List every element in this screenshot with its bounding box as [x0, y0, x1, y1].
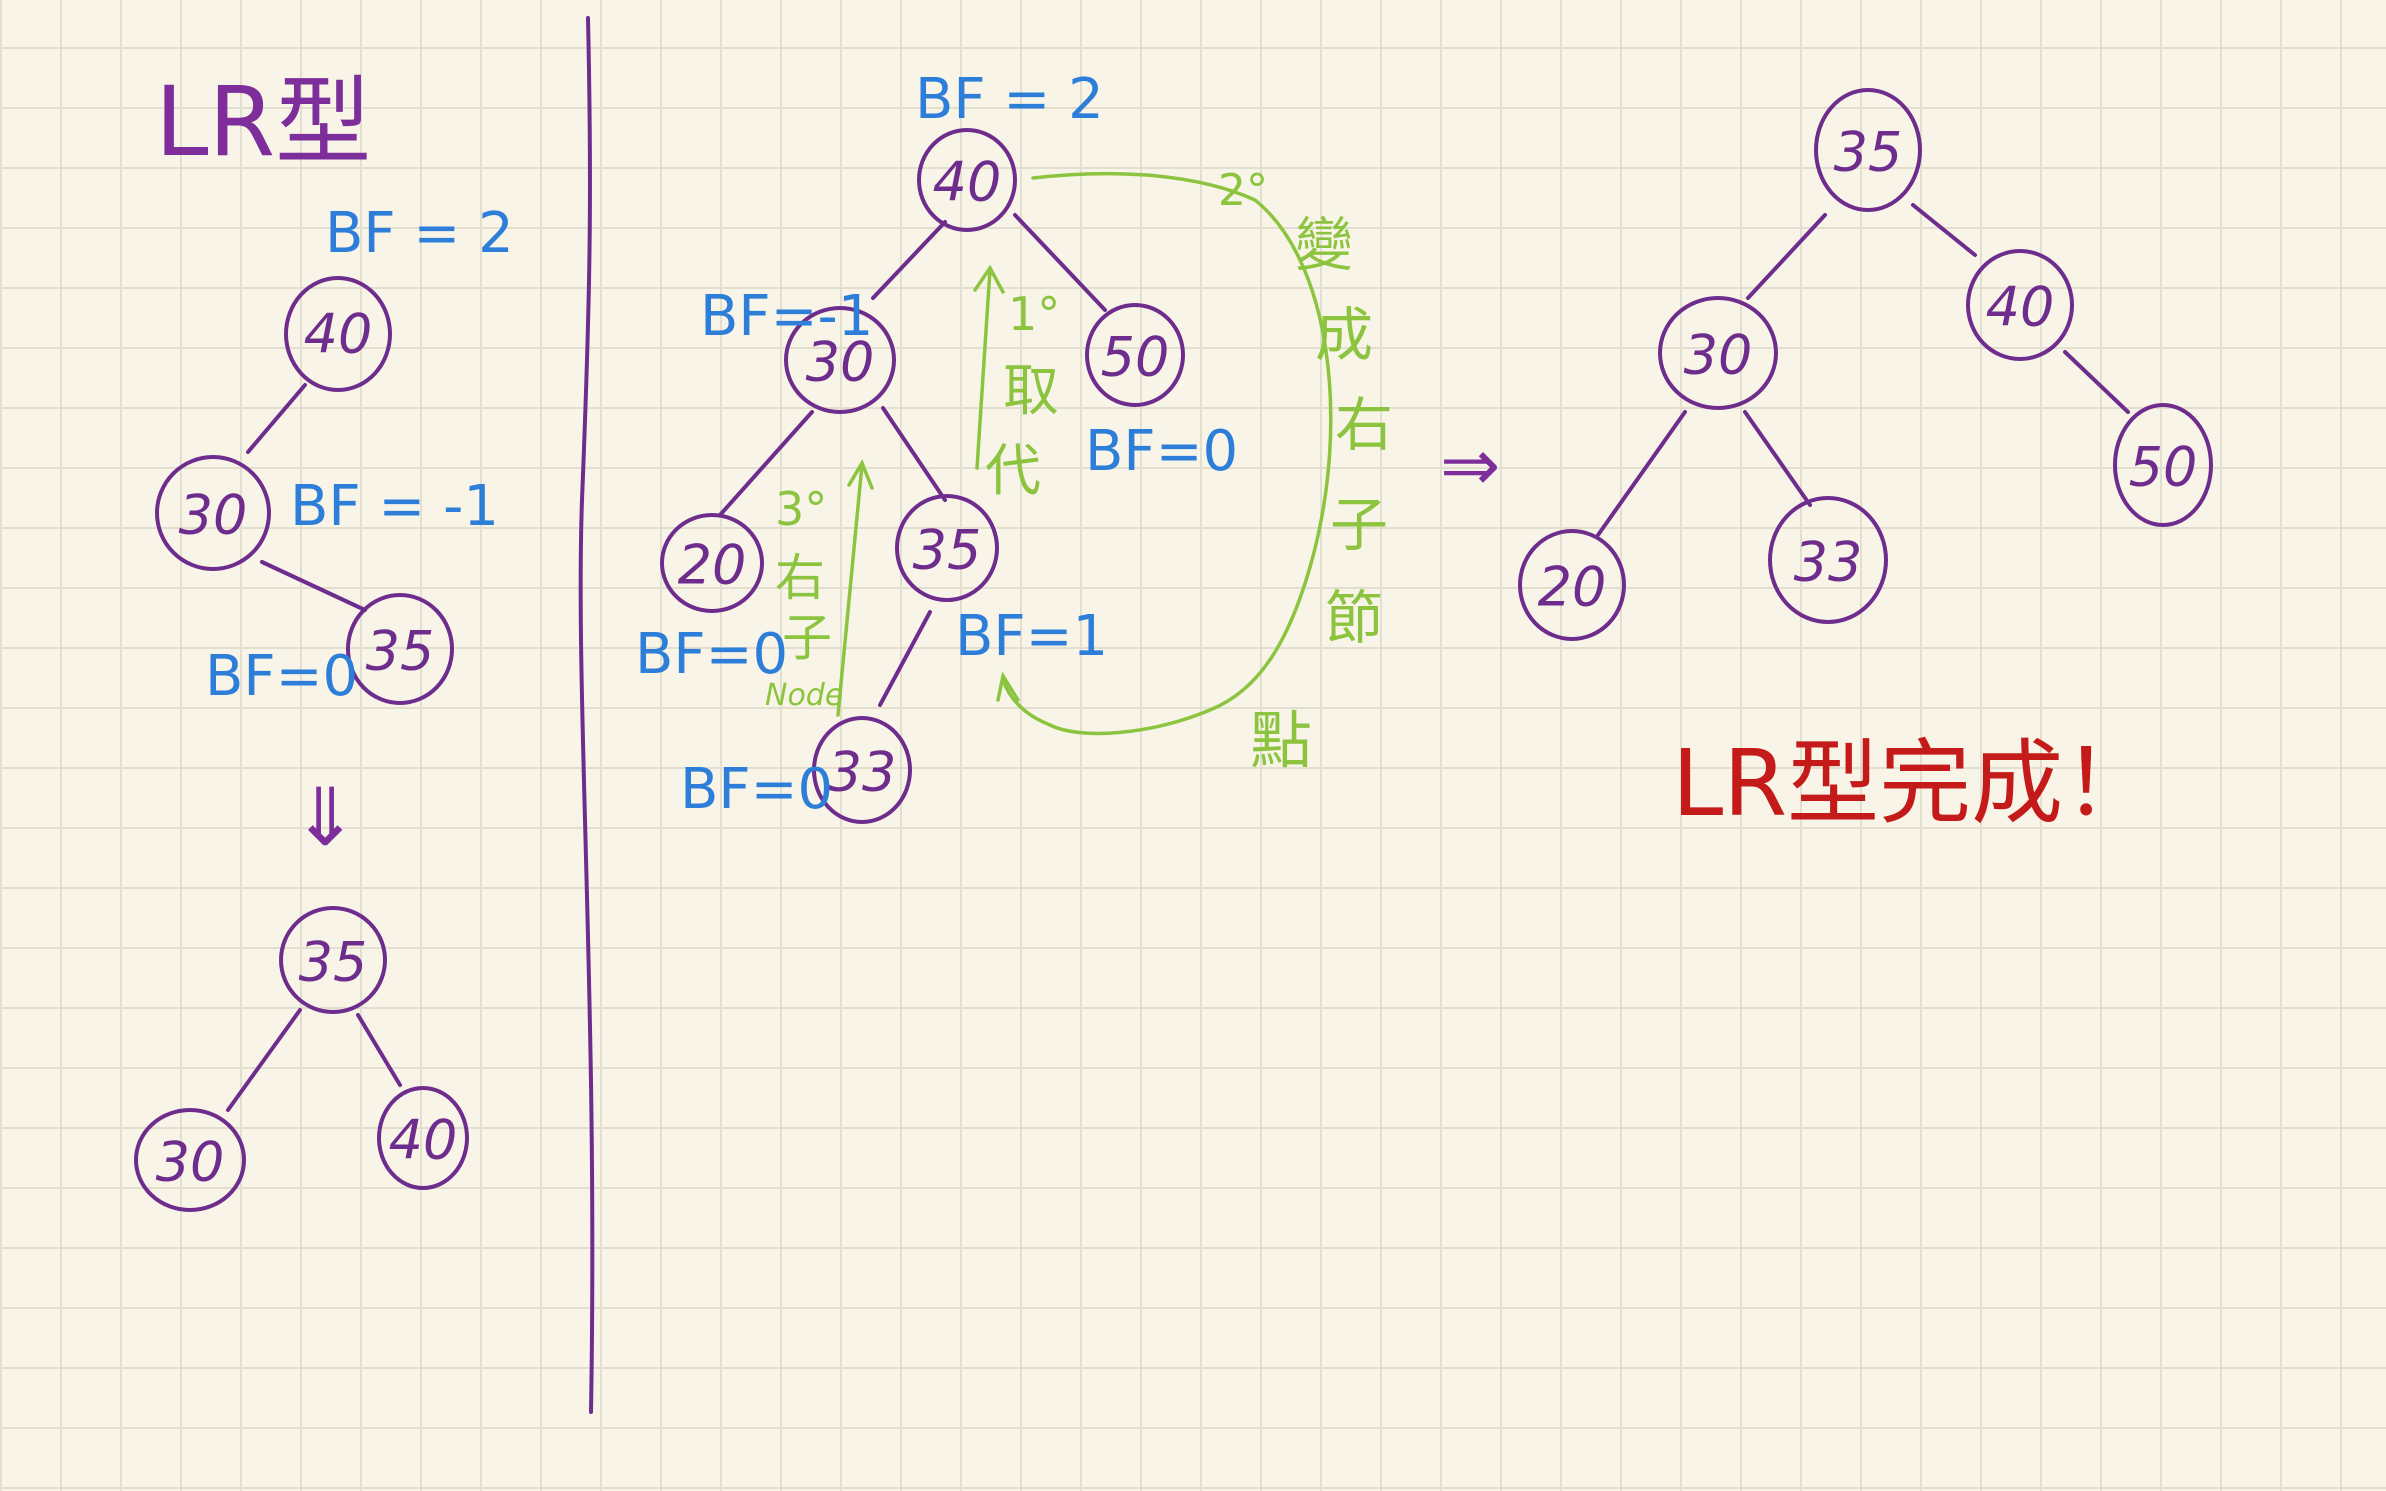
left-node-30: 30	[155, 455, 271, 571]
svg-text:取: 取	[1003, 359, 1059, 424]
svg-text:40: 40	[1986, 276, 2055, 339]
svg-text:50: 50	[2129, 436, 2198, 499]
svg-text:節: 節	[1325, 584, 1383, 652]
edge-r-35-40	[1911, 203, 1977, 257]
svg-text:35: 35	[299, 931, 368, 994]
svg-text:2°: 2°	[1218, 165, 1268, 216]
edge-r-40-50	[2063, 350, 2130, 414]
svg-text:35: 35	[913, 519, 982, 582]
result-node-20: 20	[1518, 529, 1626, 641]
svg-text:35: 35	[366, 620, 435, 683]
result-node-30: 30	[1658, 296, 1778, 410]
mid-bf-30: BF=-1	[700, 284, 873, 349]
svg-text:30: 30	[1684, 324, 1753, 387]
svg-text:33: 33	[1794, 531, 1863, 594]
mid-bf-33: BF=0	[680, 757, 833, 822]
left-title: LR型	[155, 66, 371, 178]
svg-text:33: 33	[828, 741, 897, 804]
left-after-node-30: 30	[134, 1108, 246, 1212]
edge-m-40-30	[871, 220, 947, 300]
svg-text:點: 點	[1250, 704, 1312, 777]
left-bf-30: BF = -1	[290, 474, 499, 539]
edge-r-30-33	[1743, 410, 1812, 507]
edge-m-40-50	[1013, 213, 1107, 312]
step3-annotation: 3° 右 子 Node	[765, 459, 874, 717]
svg-text:40: 40	[933, 151, 1002, 214]
svg-text:子: 子	[782, 609, 832, 667]
svg-text:35: 35	[1834, 121, 1903, 184]
result-node-40: 40	[1966, 249, 2074, 361]
svg-text:Node: Node	[765, 678, 843, 713]
middle-panel: 40 BF = 2 30 BF=-1 50 BF=0 20 BF=0 35 BF…	[635, 67, 1393, 824]
mid-node-30: 30	[784, 306, 896, 414]
svg-text:20: 20	[678, 534, 747, 597]
mid-node-35: 35	[895, 494, 999, 602]
mid-node-20: 20	[660, 513, 764, 613]
panel-divider	[578, 16, 595, 1414]
mid-node-40: 40	[917, 128, 1017, 232]
result-arrow: ⇒	[1440, 423, 1500, 507]
mid-bf-50: BF=0	[1085, 419, 1238, 484]
edge-40-30	[246, 383, 307, 454]
svg-text:右: 右	[775, 549, 825, 607]
svg-text:30: 30	[156, 1131, 225, 1194]
result-panel: ⇒ 35 30 40 20 33 50	[1440, 88, 2213, 837]
svg-text:變: 變	[1295, 211, 1353, 279]
svg-text:代: 代	[985, 439, 1041, 504]
edge-r-30-20	[1596, 410, 1687, 537]
svg-text:右: 右	[1335, 391, 1393, 459]
svg-text:成: 成	[1315, 301, 1373, 369]
svg-text:40: 40	[389, 1109, 458, 1172]
left-node-35: 35	[346, 593, 454, 705]
edge-m-30-20	[718, 410, 814, 517]
svg-text:3°: 3°	[775, 482, 827, 536]
left-node-40: 40	[284, 276, 392, 392]
mid-bf-20: BF=0	[635, 622, 788, 687]
edge-35-30	[226, 1008, 302, 1112]
svg-text:50: 50	[1101, 326, 1170, 389]
svg-text:20: 20	[1538, 556, 1607, 619]
down-arrow: ⇓	[291, 771, 358, 864]
svg-text:30: 30	[179, 484, 248, 547]
svg-text:30: 30	[806, 331, 875, 394]
step1-annotation: 1° 取 代	[973, 264, 1060, 504]
mid-node-33: 33	[812, 716, 912, 824]
mid-bf-35: BF=1	[955, 604, 1108, 669]
left-bf-40: BF = 2	[325, 201, 514, 266]
svg-text:1°: 1°	[1008, 287, 1060, 341]
result-node-33: 33	[1768, 496, 1888, 624]
edge-r-35-30	[1746, 213, 1827, 300]
edge-35-40	[356, 1013, 402, 1087]
mid-bf-40: BF = 2	[915, 67, 1104, 132]
result-node-35: 35	[1814, 88, 1922, 212]
mid-node-50: 50	[1085, 303, 1185, 407]
edge-m-35-33	[878, 610, 932, 707]
svg-text:子: 子	[1330, 491, 1388, 559]
svg-text:40: 40	[304, 303, 373, 366]
edge-m-30-35	[881, 406, 947, 502]
left-panel: LR型 40 BF = 2 30 BF = -1 35 BF=0 ⇓ 35	[134, 66, 514, 1212]
edge-30-35	[260, 560, 367, 612]
result-node-50: 50	[2113, 403, 2213, 527]
left-after-node-40: 40	[377, 1086, 469, 1190]
done-text: LR型完成！	[1672, 730, 2155, 837]
step2-annotation: 2° 變 成 右 子 節 點	[996, 165, 1393, 777]
left-bf-35: BF=0	[205, 644, 358, 709]
left-after-node-35: 35	[279, 906, 387, 1014]
